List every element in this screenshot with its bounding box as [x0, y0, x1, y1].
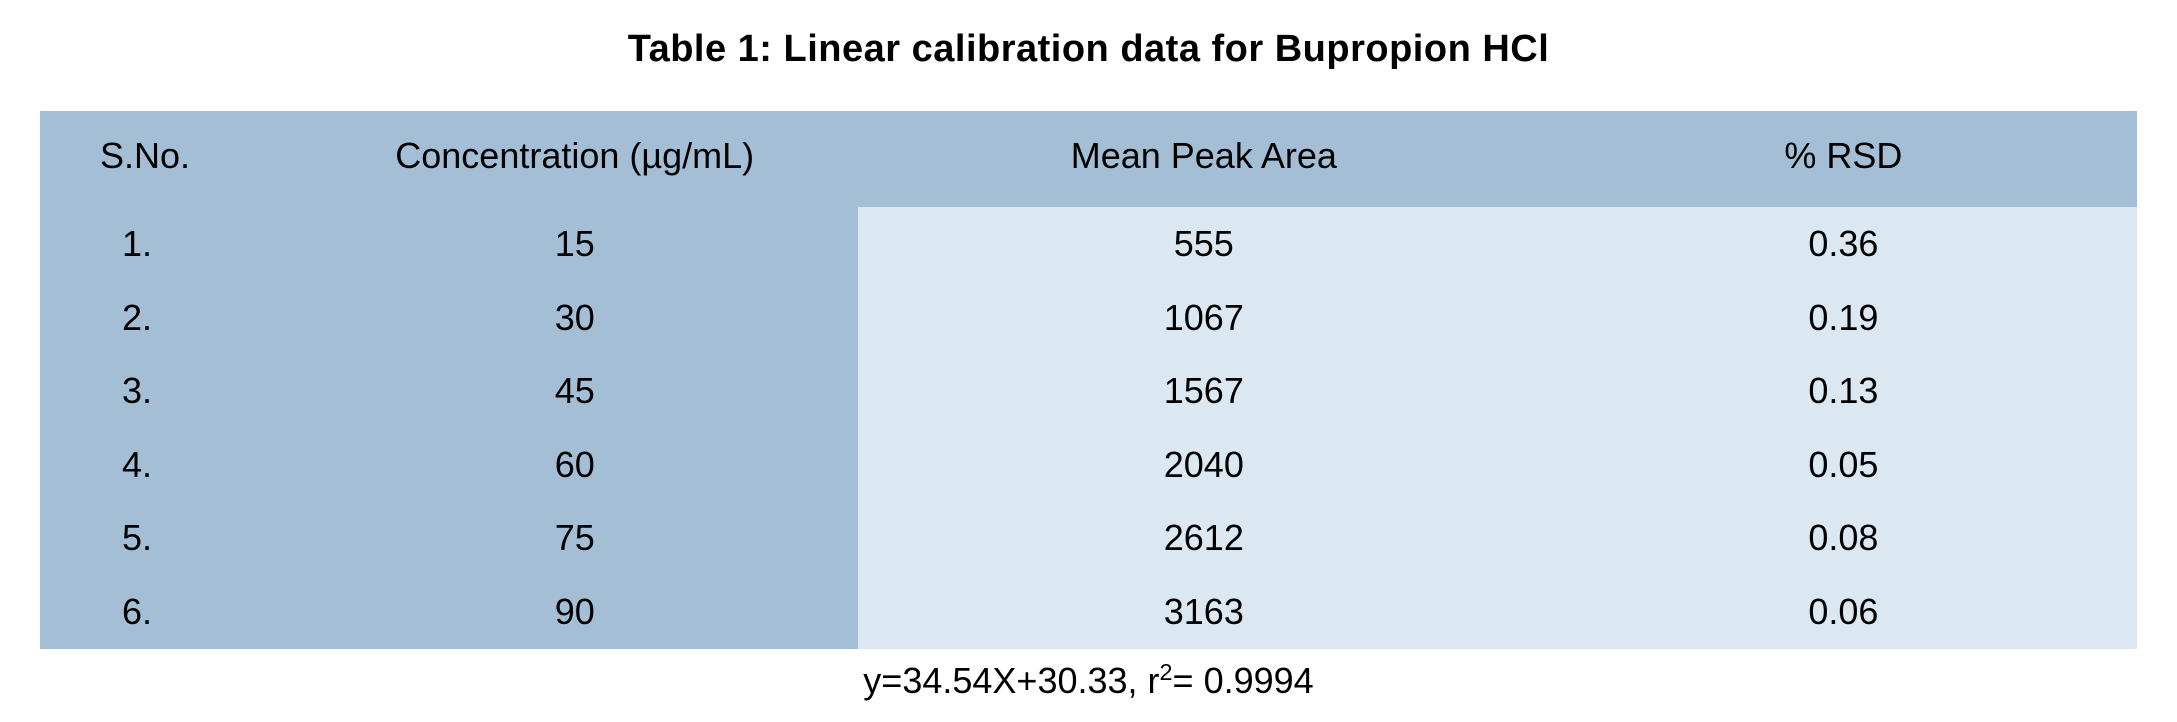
- col-header-area: Mean Peak Area: [858, 111, 1550, 207]
- table-cell: 0.13: [1550, 354, 2137, 428]
- table-cell: 3163: [858, 575, 1550, 649]
- table-cell: 555: [858, 207, 1550, 281]
- col-header-sno: S.No.: [40, 111, 292, 207]
- table-row: 2.3010670.19: [40, 281, 2137, 355]
- col-header-rsd: % RSD: [1550, 111, 2137, 207]
- table-cell: 1067: [858, 281, 1550, 355]
- table-cell: 15: [292, 207, 858, 281]
- regression-sup: 2: [1160, 659, 1173, 685]
- table-cell: 0.36: [1550, 207, 2137, 281]
- table-cell: 2612: [858, 501, 1550, 575]
- table-cell: 5.: [40, 501, 292, 575]
- table-cell: 45: [292, 354, 858, 428]
- table-cell: 60: [292, 428, 858, 502]
- table-cell: 1567: [858, 354, 1550, 428]
- table-cell: 30: [292, 281, 858, 355]
- table-row: 6.9031630.06: [40, 575, 2137, 649]
- table-cell: 2040: [858, 428, 1550, 502]
- table-cell: 75: [292, 501, 858, 575]
- table-cell: 2.: [40, 281, 292, 355]
- table-row: 5.7526120.08: [40, 501, 2137, 575]
- regression-prefix: y=34.54X+30.33, r: [863, 660, 1159, 701]
- table-body: 1.155550.362.3010670.193.4515670.134.602…: [40, 207, 2137, 649]
- table-cell: 3.: [40, 354, 292, 428]
- table-title: Table 1: Linear calibration data for Bup…: [40, 28, 2137, 71]
- table-header: S.No. Concentration (µg/mL) Mean Peak Ar…: [40, 111, 2137, 207]
- calibration-table: S.No. Concentration (µg/mL) Mean Peak Ar…: [40, 111, 2137, 649]
- table-cell: 0.06: [1550, 575, 2137, 649]
- table-cell: 0.05: [1550, 428, 2137, 502]
- col-header-conc: Concentration (µg/mL): [292, 111, 858, 207]
- table-row: 4.6020400.05: [40, 428, 2137, 502]
- table-cell: 1.: [40, 207, 292, 281]
- table-row: 3.4515670.13: [40, 354, 2137, 428]
- regression-suffix: = 0.9994: [1173, 660, 1314, 701]
- regression-equation: y=34.54X+30.33, r2= 0.9994: [40, 659, 2137, 702]
- table-cell: 4.: [40, 428, 292, 502]
- table-row: 1.155550.36: [40, 207, 2137, 281]
- table-cell: 90: [292, 575, 858, 649]
- page-container: Table 1: Linear calibration data for Bup…: [0, 0, 2177, 722]
- table-cell: 0.08: [1550, 501, 2137, 575]
- table-cell: 6.: [40, 575, 292, 649]
- table-cell: 0.19: [1550, 281, 2137, 355]
